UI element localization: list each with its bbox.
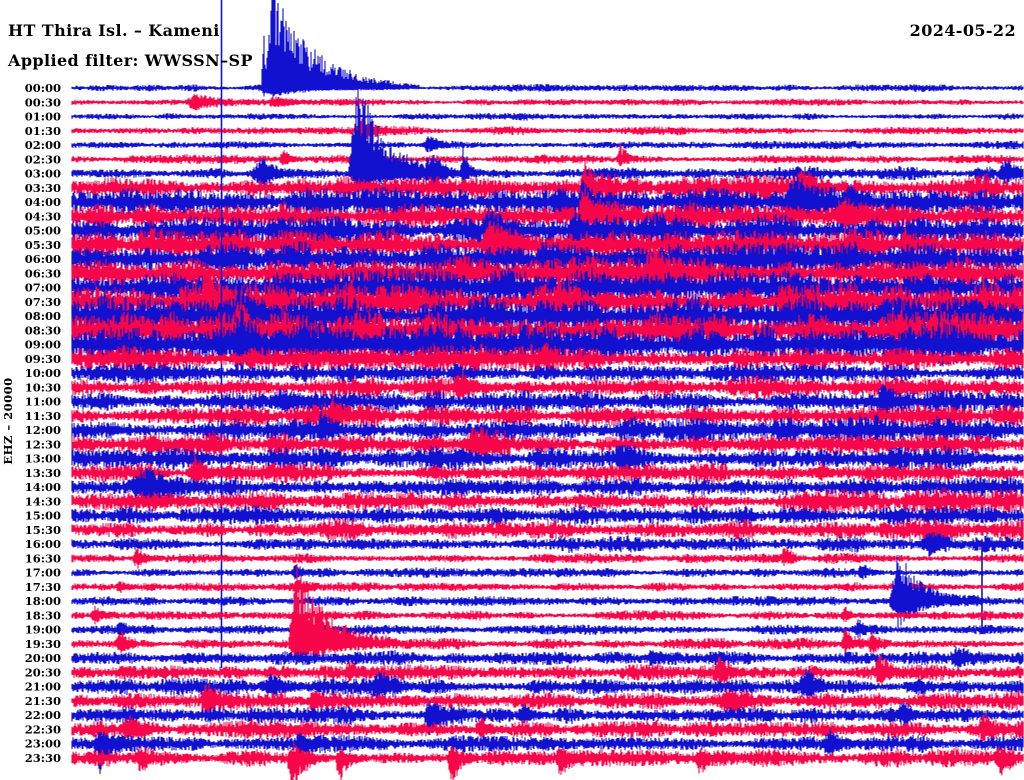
time-label-17:00: 17:00 — [25, 566, 61, 580]
time-label-12:00: 12:00 — [25, 423, 61, 437]
trace-18:00 — [71, 555, 1024, 628]
trace-22:00 — [71, 700, 1024, 736]
trace-23:30 — [71, 742, 1024, 780]
trace-03:00 — [71, 86, 1024, 194]
trace-19:00 — [71, 619, 1024, 638]
time-label-19:00: 19:00 — [25, 623, 61, 637]
trace-00:00 — [71, 0, 1024, 97]
time-label-23:00: 23:00 — [25, 737, 61, 751]
time-label-08:30: 08:30 — [25, 323, 61, 337]
time-label-13:30: 13:30 — [25, 466, 61, 480]
time-label-06:30: 06:30 — [25, 266, 61, 280]
date-label: 2024-05-22 — [910, 21, 1016, 40]
trace-12:00 — [71, 408, 1024, 446]
filter-label: Applied filter: WWSSN–SP — [7, 51, 253, 70]
time-label-07:00: 07:00 — [25, 281, 61, 295]
time-label-03:00: 03:00 — [25, 167, 61, 181]
time-label-20:30: 20:30 — [25, 666, 61, 680]
time-label-02:00: 02:00 — [25, 138, 61, 152]
trace-17:00 — [71, 564, 1024, 580]
time-axis-labels: 00:0000:3001:0001:3002:0002:3003:0003:30… — [25, 81, 61, 765]
time-label-22:00: 22:00 — [25, 708, 61, 722]
time-label-02:30: 02:30 — [25, 152, 61, 166]
trace-19:30 — [71, 564, 1024, 665]
time-label-16:00: 16:00 — [25, 537, 61, 551]
trace-11:30 — [71, 390, 1024, 429]
trace-12:30 — [71, 426, 1024, 463]
trace-15:30 — [71, 517, 1024, 543]
trace-09:30 — [71, 342, 1024, 375]
trace-21:00 — [71, 669, 1024, 701]
trace-06:00 — [71, 241, 1024, 277]
trace-13:30 — [71, 452, 1024, 485]
time-label-08:00: 08:00 — [25, 309, 61, 323]
trace-20:30 — [71, 655, 1024, 688]
time-label-12:30: 12:30 — [25, 437, 61, 451]
time-label-00:00: 00:00 — [25, 81, 61, 95]
trace-10:00 — [71, 362, 1024, 384]
time-label-13:00: 13:00 — [25, 452, 61, 466]
time-label-15:00: 15:00 — [25, 509, 61, 523]
trace-13:00 — [71, 444, 1024, 473]
time-label-03:30: 03:30 — [25, 181, 61, 195]
station-title: HT Thira Isl. – Kameni — [8, 21, 220, 40]
trace-01:30 — [71, 118, 1024, 141]
time-label-19:30: 19:30 — [25, 637, 61, 651]
time-label-17:30: 17:30 — [25, 580, 61, 594]
trace-14:00 — [71, 468, 1024, 506]
time-label-22:30: 22:30 — [25, 723, 61, 737]
time-label-20:00: 20:00 — [25, 651, 61, 665]
time-label-06:00: 06:00 — [25, 252, 61, 266]
time-label-21:00: 21:00 — [25, 680, 61, 694]
trace-18:30 — [71, 605, 1024, 625]
time-label-05:30: 05:30 — [25, 238, 61, 252]
trace-23:00 — [71, 728, 1024, 774]
time-label-18:00: 18:00 — [25, 594, 61, 608]
time-label-18:30: 18:30 — [25, 608, 61, 622]
trace-21:30 — [71, 684, 1024, 720]
time-label-14:00: 14:00 — [25, 480, 61, 494]
time-label-05:00: 05:00 — [25, 224, 61, 238]
time-label-01:00: 01:00 — [25, 110, 61, 124]
trace-04:30 — [71, 189, 1024, 236]
time-label-23:30: 23:30 — [25, 751, 61, 765]
trace-07:00 — [71, 267, 1024, 308]
trace-17:30 — [71, 579, 1024, 595]
trace-05:00 — [71, 208, 1024, 250]
time-label-00:30: 00:30 — [25, 95, 61, 109]
time-label-10:30: 10:30 — [25, 380, 61, 394]
time-label-04:30: 04:30 — [25, 209, 61, 223]
time-label-01:30: 01:30 — [25, 124, 61, 138]
time-label-09:30: 09:30 — [25, 352, 61, 366]
trace-02:00 — [71, 136, 1024, 153]
trace-14:30 — [71, 487, 1024, 516]
time-label-09:00: 09:00 — [25, 338, 61, 352]
trace-20:00 — [71, 646, 1024, 670]
trace-15:00 — [71, 505, 1024, 526]
time-label-10:00: 10:00 — [25, 366, 61, 380]
time-label-11:00: 11:00 — [25, 395, 61, 409]
time-label-15:30: 15:30 — [25, 523, 61, 537]
trace-rows — [71, 0, 1024, 780]
trace-11:00 — [71, 382, 1024, 418]
trace-22:30 — [71, 713, 1024, 742]
trace-00:30 — [71, 94, 1024, 111]
trace-16:00 — [71, 531, 1024, 558]
time-label-11:30: 11:30 — [25, 409, 61, 423]
time-label-07:30: 07:30 — [25, 295, 61, 309]
trace-16:30 — [71, 547, 1024, 569]
time-label-04:00: 04:00 — [25, 195, 61, 209]
trace-01:00 — [71, 113, 1024, 121]
time-label-21:30: 21:30 — [25, 694, 61, 708]
time-label-14:30: 14:30 — [25, 494, 61, 508]
trace-10:30 — [71, 371, 1024, 403]
time-label-16:30: 16:30 — [25, 551, 61, 565]
channel-scale-label: EHZ – 20000 — [1, 377, 15, 464]
